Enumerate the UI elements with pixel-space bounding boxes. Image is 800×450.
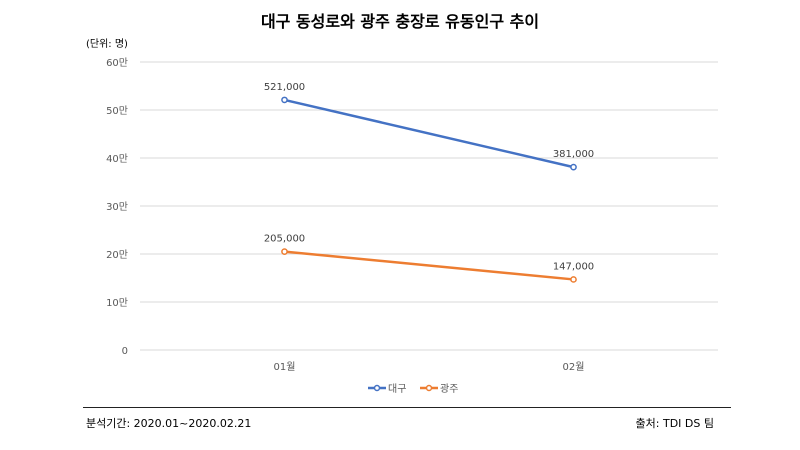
series-line: [284, 98, 574, 169]
footer-divider: [83, 407, 731, 408]
data-point: [281, 96, 288, 104]
line-chart: (단위: 명) 0 10만 20만 30만 40만 50만 60만 01월 02월 521,0…: [86, 37, 718, 395]
x-tick-label: 01월: [274, 361, 296, 373]
legend-marker: [425, 384, 433, 392]
y-tick-label: 50만: [106, 105, 128, 117]
data-point: [570, 276, 577, 283]
legend-marker: [373, 384, 381, 392]
data-point: [570, 163, 577, 171]
data-label: 205,000: [264, 234, 305, 245]
y-tick-label: 10만: [106, 297, 128, 309]
series-line: [284, 250, 574, 281]
chart-title: 대구 동성로와 광주 충장로 유동인구 추이: [260, 12, 540, 31]
series-대구: 521,000 381,000: [264, 82, 594, 171]
x-axis: 01월 02월: [274, 361, 585, 373]
y-tick-label: 60만: [106, 57, 128, 69]
y-tick-label: 30만: [106, 201, 128, 213]
y-tick-label: 0: [122, 346, 128, 357]
y-axis: 0 10만 20만 30만 40만 50만 60만: [106, 57, 128, 357]
data-point: [281, 248, 288, 255]
legend: 대구 광주: [368, 383, 458, 395]
data-label: 381,000: [553, 149, 594, 160]
legend-item-광주: 광주: [420, 383, 458, 395]
series-group: 521,000 381,000 205,000 147,000: [264, 82, 594, 283]
legend-item-대구: 대구: [368, 383, 406, 395]
data-label: 147,000: [553, 261, 594, 272]
data-label: 521,000: [264, 82, 305, 93]
y-tick-label: 20만: [106, 249, 128, 261]
analysis-period: 분석기간: 2020.01~2020.02.21: [86, 417, 252, 430]
data-source: 출처: TDI DS 팀: [635, 417, 714, 430]
series-광주: 205,000 147,000: [264, 234, 594, 283]
legend-label: 광주: [440, 383, 458, 395]
y-tick-label: 40만: [106, 153, 128, 165]
legend-label: 대구: [388, 383, 406, 395]
x-tick-label: 02월: [563, 361, 585, 373]
gridlines: [140, 61, 718, 351]
unit-label: (단위: 명): [86, 37, 128, 50]
